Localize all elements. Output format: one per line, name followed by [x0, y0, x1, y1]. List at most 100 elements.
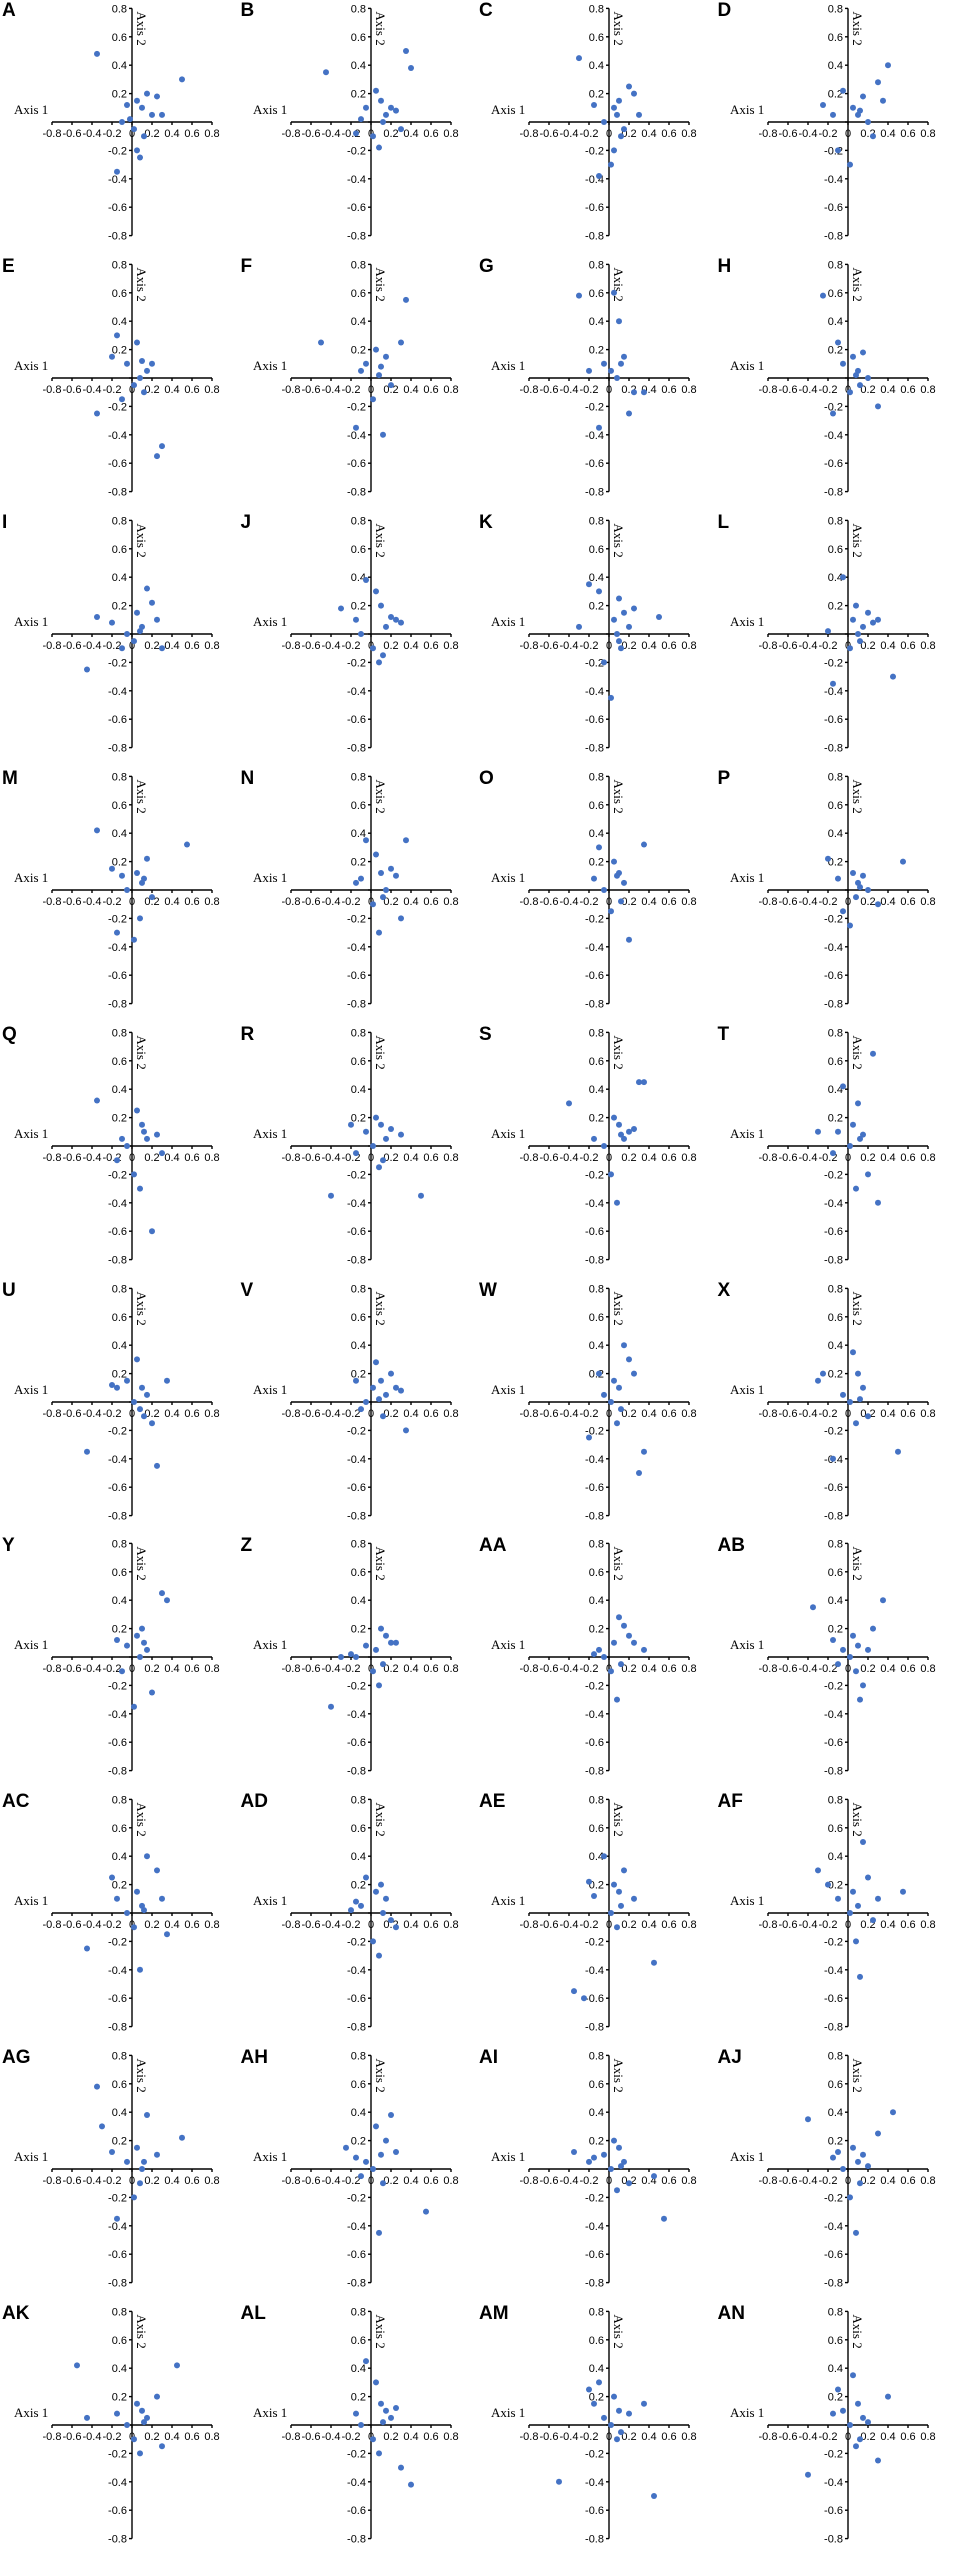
y-tick-label: -0.8 [824, 1510, 843, 1522]
x-tick-label: 0.6 [423, 384, 438, 396]
x-axis-title: Axis 1 [14, 102, 48, 117]
data-point [357, 367, 364, 374]
data-point [899, 858, 906, 865]
data-point [611, 104, 617, 111]
data-point [856, 883, 863, 890]
x-axis-title: Axis 1 [491, 1382, 525, 1397]
y-tick-label: 0.4 [112, 2363, 127, 2375]
x-tick-label: 0.4 [164, 2431, 179, 2443]
x-tick-label: 0.6 [900, 640, 915, 652]
y-tick-label: 0.4 [350, 572, 365, 584]
data-point [846, 389, 853, 396]
x-tick-label: -0.6 [778, 1663, 797, 1675]
y-tick-label: -0.6 [108, 970, 127, 982]
x-tick-label: 0.8 [920, 640, 935, 652]
x-tick-label: 0.6 [184, 384, 199, 396]
x-tick-label: 0.8 [920, 1408, 935, 1420]
data-point [854, 2400, 861, 2407]
data-point [601, 360, 607, 367]
y-tick-label: -0.6 [347, 2505, 366, 2517]
data-point [874, 900, 881, 907]
data-point [829, 2410, 836, 2417]
data-point [641, 2400, 647, 2407]
data-point [852, 893, 859, 900]
data-point [134, 1355, 140, 1362]
y-tick-label: -0.8 [824, 742, 843, 754]
x-tick-label: 0.2 [860, 1152, 875, 1164]
data-point [571, 2149, 577, 2156]
data-point [377, 602, 384, 609]
data-point [631, 1640, 637, 1647]
data-point [641, 389, 647, 396]
x-tick-label: -0.2 [341, 1919, 360, 1931]
data-point [387, 2112, 394, 2119]
data-point [362, 1643, 369, 1650]
data-point [144, 90, 150, 97]
y-tick-label: -0.8 [824, 231, 843, 243]
data-point [869, 133, 876, 140]
x-axis-title: Axis 1 [253, 1382, 287, 1397]
data-point [889, 673, 896, 680]
x-tick-label: 0.2 [860, 1663, 875, 1675]
x-tick-label: 0.2 [621, 640, 636, 652]
y-tick-label: -0.8 [824, 2534, 843, 2546]
x-tick-label: -0.4 [83, 1663, 102, 1675]
data-point [829, 1455, 836, 1462]
data-point [864, 886, 871, 893]
y-tick-label: -0.6 [585, 1993, 604, 2005]
x-tick-label: -0.2 [818, 1919, 837, 1931]
y-axis-title: Axis 2 [373, 779, 388, 813]
y-tick-label: 0.8 [112, 771, 127, 783]
data-point [596, 424, 602, 431]
y-tick-label: -0.4 [347, 174, 366, 186]
data-point [375, 372, 382, 379]
y-tick-label: -0.2 [824, 2448, 843, 2460]
data-point [154, 1131, 160, 1138]
data-point [626, 410, 632, 417]
y-axis-title: Axis 2 [373, 1803, 388, 1837]
x-tick-label: -0.2 [580, 1152, 599, 1164]
scatter-plot: -0.8-0.6-0.4-0.200.20.40.60.80.80.60.40.… [491, 1539, 697, 1778]
y-tick-label: -0.6 [585, 458, 604, 470]
x-axis-title: Axis 1 [730, 1893, 764, 1908]
data-point [854, 1903, 861, 1910]
x-tick-label: -0.8 [520, 896, 539, 908]
x-axis-title: Axis 1 [253, 2405, 287, 2420]
x-axis-title: Axis 1 [253, 102, 287, 117]
data-point [144, 1853, 150, 1860]
data-point [134, 339, 140, 346]
data-point [869, 1625, 876, 1632]
x-tick-label: -0.8 [281, 896, 300, 908]
data-point [379, 1910, 386, 1917]
y-tick-label: 0.6 [112, 32, 127, 44]
data-point [874, 79, 881, 86]
x-tick-label: -0.2 [341, 640, 360, 652]
y-axis-title: Axis 2 [611, 1035, 626, 1069]
y-tick-label: 0.4 [112, 1340, 127, 1352]
y-tick-label: -0.2 [108, 401, 127, 413]
data-point [327, 1192, 334, 1199]
data-point [626, 2180, 632, 2187]
data-point [824, 627, 831, 634]
data-point [854, 1643, 861, 1650]
x-tick-label: 0 [844, 896, 850, 908]
y-tick-label: 0.6 [112, 2079, 127, 2091]
data-point [641, 1448, 647, 1455]
x-axis-title: Axis 1 [491, 1637, 525, 1652]
data-point [626, 83, 632, 90]
x-tick-label: 0.8 [681, 896, 696, 908]
panel-label: Y [2, 1535, 15, 1557]
x-tick-label: 0.6 [661, 1152, 676, 1164]
y-tick-label: 0.4 [112, 1596, 127, 1608]
y-tick-label: 0.6 [350, 32, 365, 44]
y-tick-label: -0.4 [824, 1965, 843, 1977]
data-point [829, 111, 836, 118]
data-point [347, 1907, 354, 1914]
y-tick-label: -0.6 [347, 714, 366, 726]
panel-label: Q [2, 1023, 17, 1045]
data-point [852, 1185, 859, 1192]
data-point [369, 644, 376, 651]
